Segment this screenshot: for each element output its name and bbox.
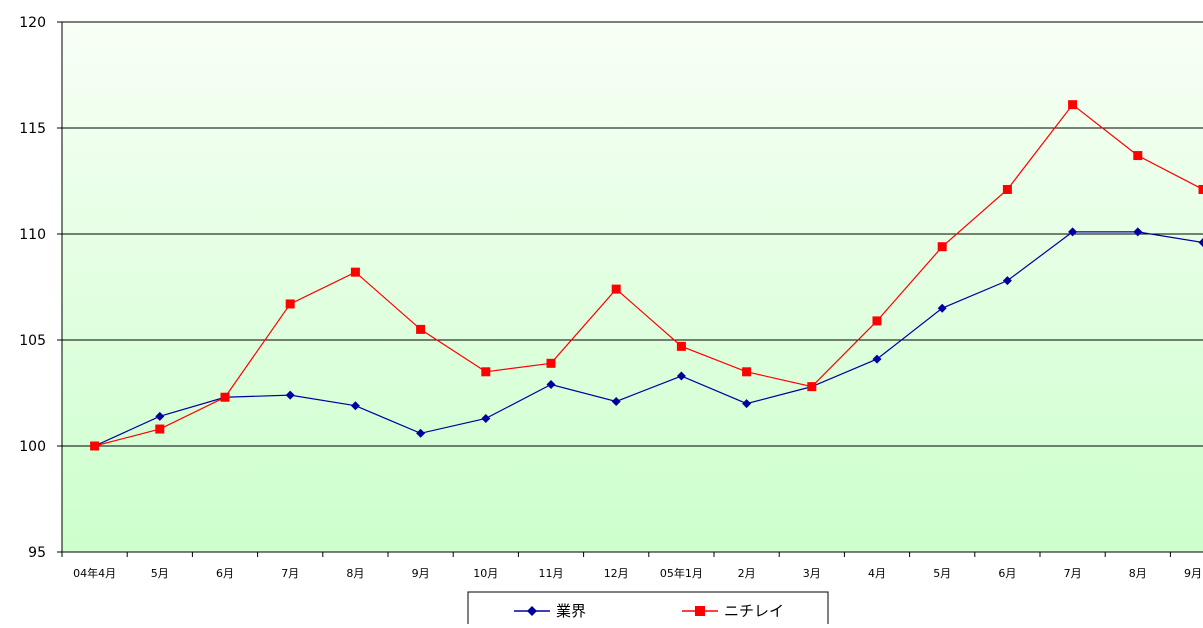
x-tick-label: 9月 — [412, 567, 430, 580]
data-point-square — [1068, 100, 1077, 109]
data-point-square — [677, 342, 686, 351]
x-tick-label: 8月 — [346, 567, 364, 580]
legend-label: ニチレイ — [724, 602, 784, 620]
data-point-square — [873, 316, 882, 325]
y-tick-label: 120 — [19, 15, 46, 31]
data-point-square — [90, 442, 99, 451]
x-tick-label: 7月 — [281, 567, 299, 580]
y-tick-label: 105 — [19, 333, 46, 349]
data-point-square — [807, 382, 816, 391]
x-tick-label: 10月 — [473, 567, 498, 580]
plot-background — [62, 22, 1203, 552]
legend-marker-square — [695, 606, 705, 616]
x-tick-label: 4月 — [868, 567, 886, 580]
y-tick-label: 95 — [28, 545, 46, 561]
x-tick-labels: 04年4月 5月 6月 7月 8月 9月 10月 11月 12月 05年1月 2月 3月 4月 5月 6月 7… — [73, 566, 1202, 580]
y-tick-label: 115 — [19, 121, 46, 137]
y-tick-labels: 95 100 105 110 115 120 — [19, 15, 46, 561]
data-point-square — [742, 367, 751, 376]
data-point-square — [1133, 151, 1142, 160]
data-point-square — [481, 367, 490, 376]
data-point-square — [155, 425, 164, 434]
x-tick-label: 12月 — [604, 567, 629, 580]
x-tick-label: 05年1月 — [660, 566, 703, 580]
x-tick-label: 2月 — [738, 567, 756, 580]
data-point-square — [221, 393, 230, 402]
x-tick-label: 04年4月 — [73, 566, 116, 580]
legend-label: 業界 — [556, 602, 586, 620]
data-point-square — [612, 285, 621, 294]
data-point-square — [1003, 185, 1012, 194]
y-tick-label: 110 — [19, 227, 46, 243]
x-tick-label: 9月 — [1184, 567, 1202, 580]
x-tick-label: 3月 — [803, 567, 821, 580]
x-tick-label: 6月 — [998, 567, 1016, 580]
x-tick-label: 6月 — [216, 567, 234, 580]
data-point-square — [547, 359, 556, 368]
x-tick-label: 11月 — [539, 567, 564, 580]
data-point-square — [416, 325, 425, 334]
data-point-square — [1199, 185, 1203, 194]
data-point-square — [286, 299, 295, 308]
data-point-square — [938, 242, 947, 251]
legend: 業界 ニチレイ — [468, 592, 828, 624]
x-tick-label: 7月 — [1064, 567, 1082, 580]
x-tick-label: 8月 — [1129, 567, 1147, 580]
data-point-square — [351, 268, 360, 277]
x-tick-label: 5月 — [151, 567, 169, 580]
y-tick-label: 100 — [19, 439, 46, 455]
x-tick-label: 5月 — [933, 567, 951, 580]
